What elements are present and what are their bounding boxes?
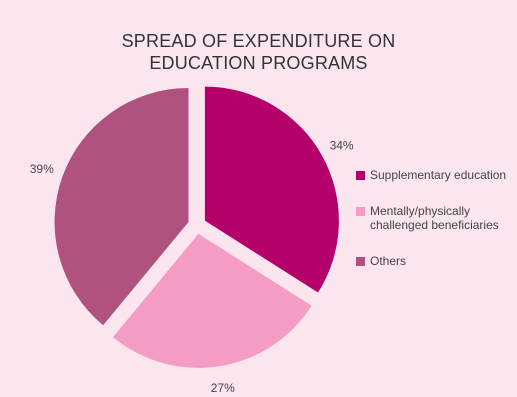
legend-item-challenged-beneficiaries: Mentally/physically challenged beneficia… xyxy=(356,204,516,232)
legend-label-supplementary-education: Supplementary education xyxy=(370,168,507,182)
legend-label-others: Others xyxy=(370,254,407,268)
chart-legend: Supplementary education Mentally/physica… xyxy=(356,168,516,290)
legend-swatch-others xyxy=(356,257,365,266)
legend-swatch-supplementary-education xyxy=(356,171,365,180)
pie-value-label-others: 39% xyxy=(30,162,54,176)
legend-item-supplementary-education: Supplementary education xyxy=(356,168,516,182)
pie-slice-others xyxy=(54,87,189,326)
pie-slice-mentally-physically-challenged-beneficiaries xyxy=(112,233,312,368)
legend-label-challenged-beneficiaries-line-1: Mentally/physically xyxy=(370,204,471,218)
legend-label-challenged-beneficiaries-line-2: challenged beneficiaries xyxy=(370,218,499,232)
pie-value-label-supplementary-education: 34% xyxy=(330,139,354,153)
chart-title-line-1: SPREAD OF EXPENDITURE ON xyxy=(121,31,396,51)
legend-item-others: Others xyxy=(356,254,516,268)
pie-value-labels: 34% 27% 39% xyxy=(30,139,354,395)
pie-slice-supplementary-education xyxy=(204,86,339,293)
chart-title: SPREAD OF EXPENDITURE ON EDUCATION PROGR… xyxy=(0,30,517,74)
pie-value-label-mentally-physically-challenged-beneficiaries: 27% xyxy=(211,381,235,395)
pie-slices xyxy=(54,86,339,368)
chart-title-line-2: EDUCATION PROGRAMS xyxy=(149,53,368,73)
legend-swatch-challenged-beneficiaries xyxy=(356,207,365,216)
